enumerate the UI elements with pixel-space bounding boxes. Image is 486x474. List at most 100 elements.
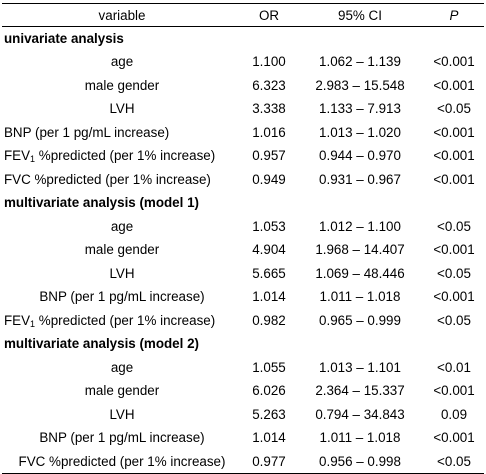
variable-subscript: 1 — [30, 154, 36, 165]
section-title: univariate analysis — [4, 31, 124, 46]
table-row: age 1.100 1.062 – 1.139 <0.001 — [2, 50, 484, 74]
cell-p: <0.001 — [433, 54, 475, 70]
cell-ci: 2.364 – 15.337 — [315, 383, 405, 399]
cell-p: <0.001 — [433, 148, 475, 164]
variable-text: FEV — [4, 312, 31, 328]
cell-or: 1.100 — [252, 54, 286, 70]
table-row: age 1.055 1.013 – 1.101 <0.01 — [2, 356, 484, 380]
table-row: male gender 6.026 2.364 – 15.337 <0.001 — [2, 379, 484, 403]
table-row: LVH 5.263 0.794 – 34.843 0.09 — [2, 403, 484, 427]
cell-p: 0.09 — [440, 406, 468, 422]
cell-variable: BNP (per 1 pg/mL increase) — [39, 430, 205, 446]
cell-p: <0.05 — [437, 101, 471, 117]
cell-p: <0.05 — [437, 265, 471, 281]
cell-ci: 1.013 – 1.020 — [319, 124, 401, 140]
cell-variable: FEV1 %predicted (per 1% increase) — [2, 144, 242, 168]
section-row: multivariate analysis (model 2) — [2, 332, 484, 356]
cell-or: 0.949 — [252, 171, 286, 187]
cell-ci: 1.062 – 1.139 — [319, 54, 401, 70]
cell-p: <0.01 — [437, 359, 471, 375]
cell-or: 0.982 — [252, 312, 286, 328]
cell-variable: BNP (per 1 pg/mL increase) — [4, 124, 170, 140]
cell-p: <0.001 — [433, 430, 475, 446]
table-row: FEV1 %predicted (per 1% increase) 0.982 0.… — [2, 309, 484, 333]
cell-variable: FVC %predicted (per 1% increase) — [4, 171, 211, 187]
cell-variable: LVH — [109, 265, 135, 281]
cell-p: <0.001 — [433, 77, 475, 93]
variable-text: FEV — [4, 148, 31, 164]
table-row: age 1.053 1.012 – 1.100 <0.05 — [2, 215, 484, 239]
cell-variable: male gender — [84, 242, 160, 258]
table-row: LVH 5.665 1.069 – 48.446 <0.05 — [2, 262, 484, 286]
cell-ci: 1.013 – 1.101 — [319, 359, 401, 375]
variable-text-rest: %predicted (per 1% increase) — [35, 312, 216, 328]
header-or: OR — [242, 3, 296, 27]
cell-or: 1.053 — [252, 218, 286, 234]
section-row: multivariate analysis (model 1) — [2, 191, 484, 215]
cell-or: 4.904 — [252, 242, 286, 258]
section-row: univariate analysis — [2, 27, 484, 51]
cell-ci: 1.011 – 1.018 — [319, 289, 401, 305]
cell-or: 6.026 — [252, 383, 286, 399]
cell-or: 5.263 — [252, 406, 286, 422]
header-ci: 95% CI — [296, 3, 424, 27]
cell-ci: 0.944 – 0.970 — [319, 148, 401, 164]
header-row: variable OR 95% CI P — [2, 3, 484, 27]
cell-variable: age — [110, 359, 134, 375]
cell-variable: age — [110, 54, 134, 70]
cell-ci: 1.012 – 1.100 — [319, 218, 401, 234]
cell-variable: male gender — [84, 383, 160, 399]
cell-variable: LVH — [109, 406, 135, 422]
cell-variable: male gender — [84, 77, 160, 93]
cell-p: <0.05 — [437, 218, 471, 234]
cell-ci: 0.956 – 0.998 — [296, 449, 424, 474]
cell-ci: 1.968 – 14.407 — [315, 242, 405, 258]
table-row: BNP (per 1 pg/mL increase) 1.016 1.013 – 1… — [2, 121, 484, 145]
header-p: P — [424, 3, 484, 27]
results-table: variable OR 95% CI P univariate analysis… — [2, 3, 484, 474]
variable-text-rest: %predicted (per 1% increase) — [35, 148, 216, 164]
cell-ci: 0.931 – 0.967 — [319, 171, 401, 187]
table-row: FVC %predicted (per 1% increase) 0.949 0.9… — [2, 168, 484, 192]
cell-variable: BNP (per 1 pg/mL increase) — [39, 289, 205, 305]
cell-or: 1.055 — [252, 359, 286, 375]
section-title: multivariate analysis (model 1) — [4, 195, 199, 211]
cell-or: 5.665 — [252, 265, 286, 281]
cell-ci: 1.011 – 1.018 — [319, 430, 401, 446]
cell-ci: 0.965 – 0.999 — [319, 312, 401, 328]
cell-ci: 2.983 – 15.548 — [315, 77, 405, 93]
table-row: BNP (per 1 pg/mL increase) 1.014 1.011 – 1… — [2, 426, 484, 450]
table-header: variable OR 95% CI P — [2, 3, 484, 27]
cell-or: 0.957 — [252, 148, 286, 164]
cell-or: 1.016 — [252, 124, 286, 140]
cell-variable: FEV1 %predicted (per 1% increase) — [2, 309, 242, 333]
cell-p: <0.001 — [433, 242, 475, 258]
table-row: FEV1 %predicted (per 1% increase) 0.957 0.… — [2, 144, 484, 168]
cell-or: 0.977 — [242, 449, 296, 474]
cell-p: <0.05 — [424, 449, 484, 474]
table-row: BNP (per 1 pg/mL increase) 1.014 1.011 – 1… — [2, 285, 484, 309]
cell-or: 1.014 — [252, 289, 286, 305]
cell-variable: age — [110, 218, 134, 234]
cell-or: 3.338 — [252, 101, 286, 117]
cell-variable: LVH — [109, 101, 135, 117]
cell-variable: FVC %predicted (per 1% increase) — [2, 449, 242, 474]
cell-or: 1.014 — [252, 430, 286, 446]
cell-ci: 1.133 – 7.913 — [319, 101, 401, 117]
cell-p: <0.001 — [433, 171, 475, 187]
variable-subscript: 1 — [30, 318, 36, 329]
table-row: male gender 4.904 1.968 – 14.407 <0.001 — [2, 238, 484, 262]
table-body: univariate analysis age 1.100 1.062 – 1.139… — [2, 27, 484, 474]
cell-p: <0.001 — [433, 289, 475, 305]
cell-ci: 1.069 – 48.446 — [315, 265, 405, 281]
section-title: multivariate analysis (model 2) — [4, 336, 199, 352]
header-variable: variable — [2, 3, 242, 27]
table-row: FVC %predicted (per 1% increase) 0.977 0.9… — [2, 449, 484, 474]
table-row: male gender 6.323 2.983 – 15.548 <0.001 — [2, 74, 484, 98]
cell-p: <0.05 — [437, 312, 471, 328]
cell-or: 6.323 — [252, 77, 286, 93]
cell-p: <0.001 — [433, 124, 475, 140]
cell-ci: 0.794 – 34.843 — [315, 406, 405, 422]
table-row: LVH 3.338 1.133 – 7.913 <0.05 — [2, 97, 484, 121]
cell-p: <0.001 — [433, 383, 475, 399]
